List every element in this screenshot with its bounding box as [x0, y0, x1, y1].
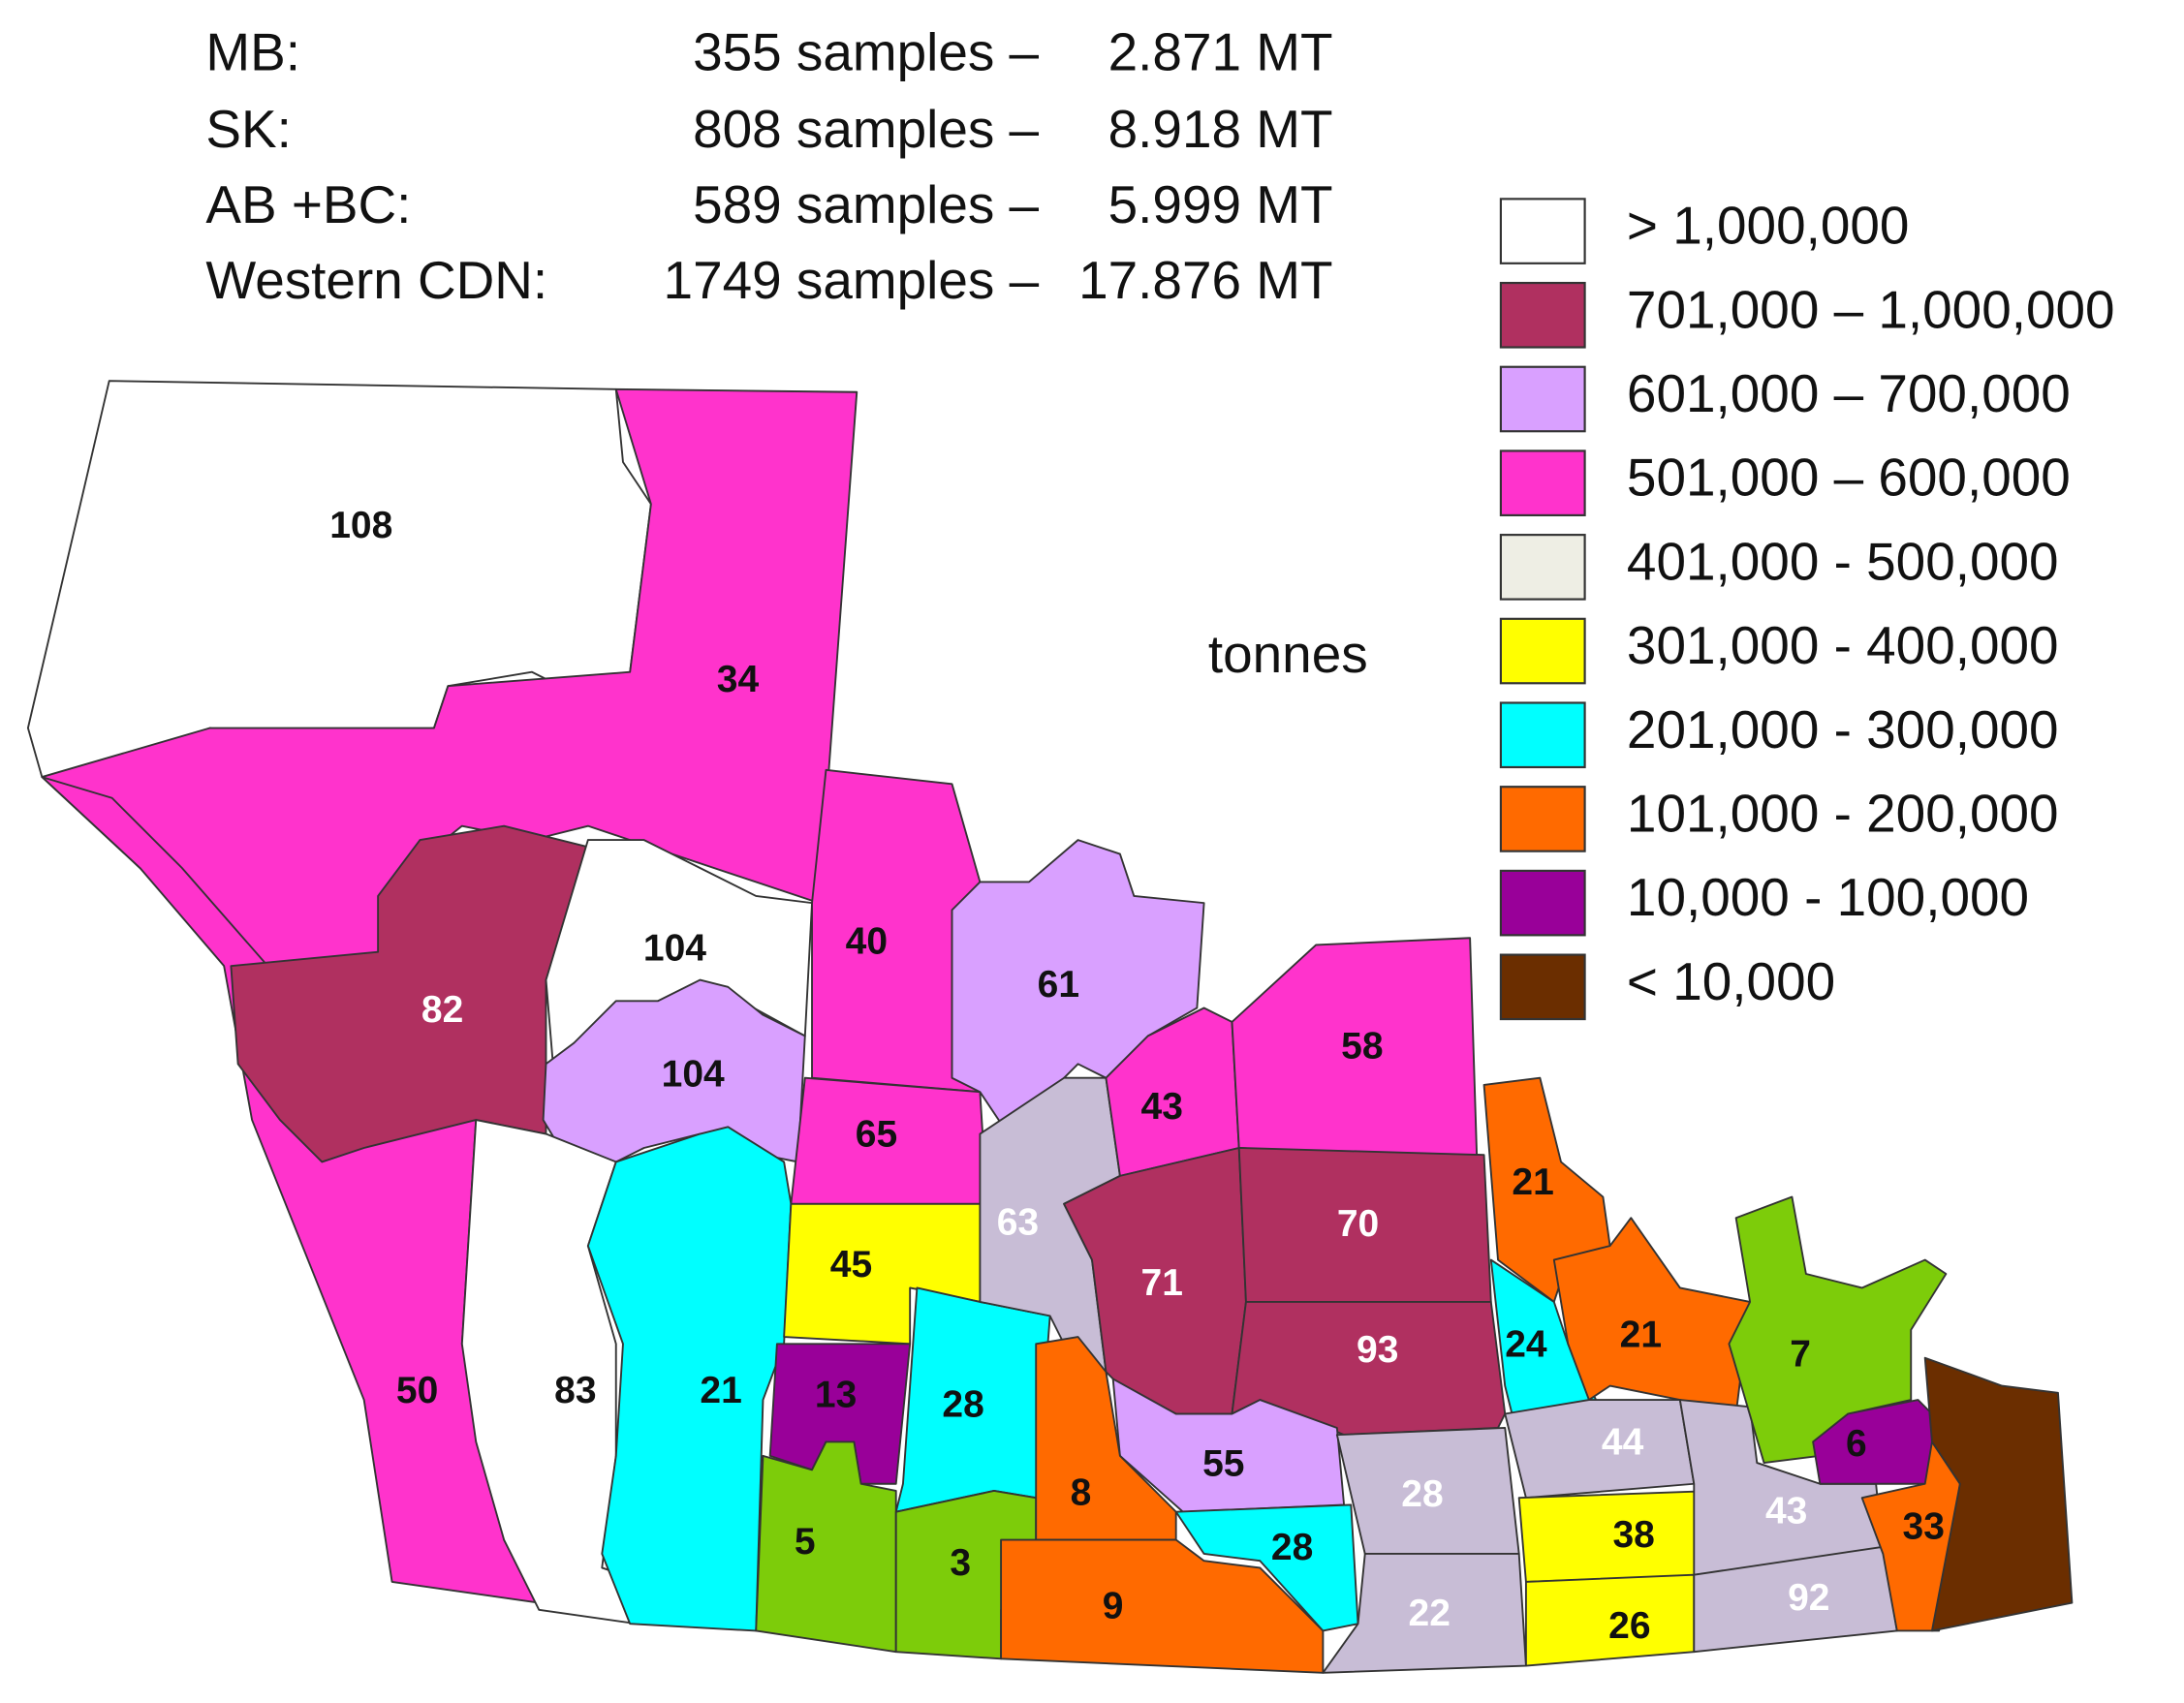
region-label: 3 — [950, 1542, 971, 1584]
region-label: 26 — [1608, 1605, 1650, 1647]
legend-label: 101,000 - 200,000 — [1627, 783, 2059, 843]
region-label: 13 — [815, 1374, 857, 1415]
region-label-layer: 108 34 50 82 104 104 83 21 40 65 45 13 28 5 3 61 63 43 58 7… — [329, 505, 1945, 1647]
region — [1174, 1503, 1359, 1632]
legend-label: 301,000 - 400,000 — [1627, 615, 2059, 675]
region-label: 28 — [1401, 1473, 1443, 1515]
region-label: 65 — [856, 1114, 897, 1156]
region-label: 70 — [1337, 1203, 1379, 1245]
region-label: 58 — [1341, 1026, 1383, 1068]
legend-label: 501,000 – 600,000 — [1627, 448, 2071, 508]
region-label: 61 — [1038, 964, 1079, 1006]
region-layer — [26, 380, 2074, 1674]
summary-samples: 589 samples – — [693, 174, 1039, 234]
summary-region: Western CDN: — [205, 250, 547, 310]
legend-label: 601,000 – 700,000 — [1627, 363, 2071, 423]
region-label: 28 — [1271, 1527, 1313, 1568]
summary-region: SK: — [205, 99, 291, 159]
legend-swatch — [1499, 869, 1586, 937]
legend-label: 201,000 - 300,000 — [1627, 699, 2059, 759]
region — [586, 1126, 793, 1632]
region — [755, 1440, 897, 1654]
region-label: 28 — [942, 1384, 983, 1426]
region-label: 33 — [1903, 1505, 1945, 1547]
region-label: 63 — [997, 1202, 1039, 1244]
region-label: 82 — [421, 989, 463, 1031]
region — [1000, 1538, 1325, 1674]
summary-total: 2.871 MT — [1108, 21, 1333, 81]
summary-region: MB: — [205, 21, 300, 81]
region-label: 104 — [662, 1054, 725, 1096]
legend-swatch — [1499, 786, 1586, 852]
summary-samples: 355 samples – — [693, 21, 1039, 81]
region — [1231, 937, 1479, 1163]
region-label: 71 — [1141, 1262, 1183, 1304]
region — [1923, 1356, 2074, 1632]
summary-total: 5.999 MT — [1108, 174, 1333, 234]
region-label: 104 — [643, 928, 706, 970]
region-label: 7 — [1790, 1334, 1811, 1376]
region-label: 21 — [1620, 1314, 1662, 1355]
legend-swatch — [1499, 449, 1586, 516]
region-label: 21 — [1512, 1161, 1553, 1203]
legend-label: > 1,000,000 — [1627, 196, 1910, 256]
region-label: 92 — [1788, 1577, 1829, 1619]
region — [1322, 1553, 1527, 1674]
region-label: 6 — [1846, 1423, 1867, 1465]
region — [1111, 1378, 1346, 1513]
region-label: 22 — [1409, 1593, 1451, 1634]
region — [951, 839, 1205, 1135]
legend-label: 401,000 - 500,000 — [1627, 531, 2059, 591]
summary-total: 8.918 MT — [1108, 99, 1333, 159]
region-label: 8 — [1071, 1472, 1092, 1514]
legend-swatch — [1499, 198, 1586, 264]
legend-swatch — [1499, 281, 1586, 349]
legend-label: 10,000 - 100,000 — [1627, 867, 2029, 927]
region-label: 108 — [329, 505, 392, 546]
region-label: 43 — [1141, 1086, 1183, 1128]
region-label: 34 — [717, 659, 760, 700]
legend-swatch — [1499, 365, 1586, 433]
region-label: 45 — [830, 1244, 872, 1285]
unit-label: tonnes — [1208, 624, 1368, 684]
legend-swatch — [1499, 617, 1586, 685]
legend-swatch — [1499, 701, 1586, 769]
legend-swatch — [1499, 953, 1586, 1021]
legend-label: < 10,000 — [1627, 951, 1835, 1011]
region-label: 40 — [846, 920, 888, 962]
summary-total: 17.876 MT — [1078, 250, 1332, 310]
summary-samples: 808 samples – — [693, 99, 1039, 159]
region-label: 50 — [396, 1370, 438, 1411]
region-label: 55 — [1202, 1442, 1244, 1484]
region — [1504, 1399, 1696, 1500]
region-label: 43 — [1765, 1490, 1807, 1532]
region-label: 21 — [700, 1370, 741, 1411]
region-label: 44 — [1602, 1422, 1644, 1464]
region-label: 38 — [1612, 1514, 1654, 1556]
region-label: 5 — [795, 1521, 816, 1563]
region-label: 93 — [1357, 1329, 1398, 1371]
summary-region: AB +BC: — [205, 174, 411, 234]
summary-samples: 1749 samples – — [664, 250, 1040, 310]
region-label: 9 — [1103, 1586, 1124, 1627]
region-label: 24 — [1505, 1323, 1547, 1365]
legend-swatch — [1499, 534, 1586, 601]
legend-label: 701,000 – 1,000,000 — [1627, 279, 2115, 339]
region-label: 83 — [554, 1370, 596, 1411]
